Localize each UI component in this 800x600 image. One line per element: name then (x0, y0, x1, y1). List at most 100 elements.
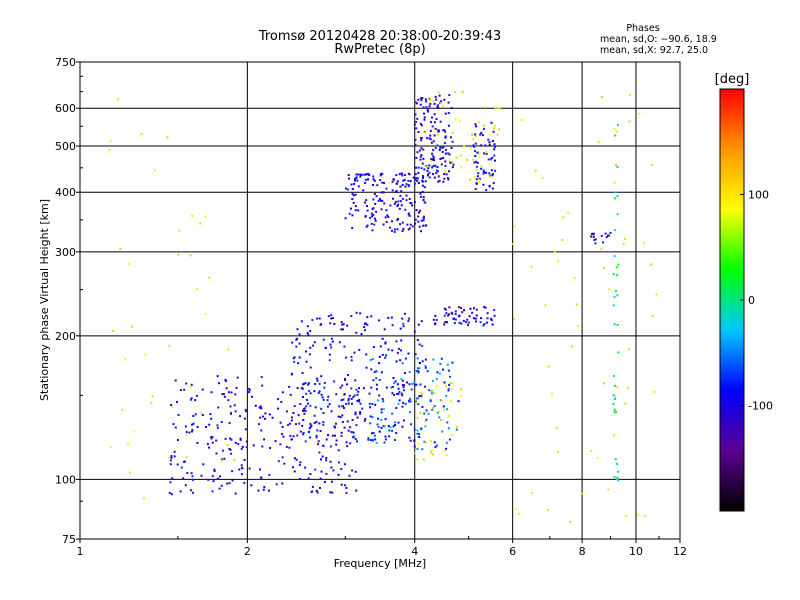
data-point (335, 439, 338, 442)
data-point (268, 474, 271, 476)
data-point (308, 430, 311, 433)
data-point (298, 422, 301, 425)
data-point (305, 392, 308, 395)
data-point (401, 383, 404, 386)
data-point (374, 217, 376, 220)
data-point (468, 315, 471, 318)
data-point (483, 152, 485, 155)
data-point (320, 323, 323, 326)
data-point (600, 234, 603, 237)
data-point (306, 383, 309, 386)
data-point (422, 196, 425, 199)
data-point (343, 463, 346, 466)
data-point (372, 379, 375, 382)
data-point (422, 224, 425, 227)
data-point (617, 263, 620, 266)
data-point (399, 359, 402, 362)
data-point (340, 321, 343, 324)
data-point (461, 311, 464, 314)
data-point (431, 408, 434, 411)
data-point (196, 394, 198, 397)
data-point (329, 322, 332, 325)
data-point (244, 417, 246, 420)
data-point (419, 209, 421, 212)
data-point (414, 173, 417, 176)
data-point (385, 209, 388, 212)
data-point (354, 379, 357, 382)
data-point (650, 263, 653, 266)
data-point (399, 349, 402, 352)
data-point (416, 179, 419, 182)
data-point (375, 210, 378, 213)
data-point (475, 314, 478, 317)
data-point (613, 476, 616, 479)
data-point (416, 370, 419, 373)
data-point (331, 340, 334, 343)
data-point (446, 177, 449, 179)
data-point (401, 221, 404, 224)
data-point (362, 387, 365, 390)
data-point (430, 159, 433, 162)
data-point (350, 315, 353, 318)
data-point (425, 224, 428, 227)
data-point (190, 397, 193, 400)
data-point (231, 479, 234, 482)
data-point (151, 395, 154, 398)
data-point (316, 491, 319, 494)
data-point (431, 392, 434, 395)
data-point (373, 179, 376, 182)
data-point (482, 172, 485, 175)
data-point (373, 193, 376, 195)
data-point (484, 144, 487, 147)
data-point (225, 387, 228, 390)
data-point (356, 179, 359, 182)
data-point (393, 202, 396, 205)
data-point (444, 136, 447, 139)
data-point (369, 422, 372, 425)
data-point (269, 447, 272, 449)
data-point (228, 448, 231, 450)
data-point (323, 481, 326, 483)
data-point (365, 353, 368, 356)
data-point (396, 205, 399, 208)
phase-line-x: mean, sd,X: 92.7, 25.0 (600, 45, 708, 56)
data-point (331, 434, 334, 437)
data-point (433, 159, 435, 162)
data-point (335, 443, 338, 446)
data-point (613, 229, 616, 232)
data-point (409, 397, 412, 400)
data-point (448, 170, 451, 173)
data-point (325, 438, 328, 441)
data-point (215, 452, 218, 455)
data-point (439, 102, 442, 105)
data-point (304, 466, 307, 469)
data-point (435, 172, 438, 175)
data-point (367, 437, 370, 440)
data-point (450, 136, 452, 139)
data-point (352, 194, 355, 197)
data-point (391, 429, 394, 432)
data-point (211, 475, 214, 478)
data-point (374, 438, 377, 441)
data-point (443, 381, 446, 384)
data-point (473, 145, 475, 148)
data-point (490, 319, 493, 322)
data-point (345, 403, 348, 405)
data-point (597, 140, 600, 143)
data-point (425, 165, 428, 168)
data-point (260, 476, 263, 479)
data-point (382, 223, 385, 226)
data-point (356, 399, 359, 402)
x-tick-label: 6 (509, 545, 516, 558)
data-point (366, 224, 369, 227)
data-point (309, 366, 312, 369)
data-point (350, 431, 353, 433)
data-point (357, 390, 360, 393)
data-point (410, 202, 413, 205)
data-point (359, 402, 362, 405)
data-point (354, 205, 357, 208)
data-point (285, 410, 288, 413)
data-point (469, 178, 472, 181)
data-point (439, 120, 442, 123)
data-point (370, 368, 373, 371)
